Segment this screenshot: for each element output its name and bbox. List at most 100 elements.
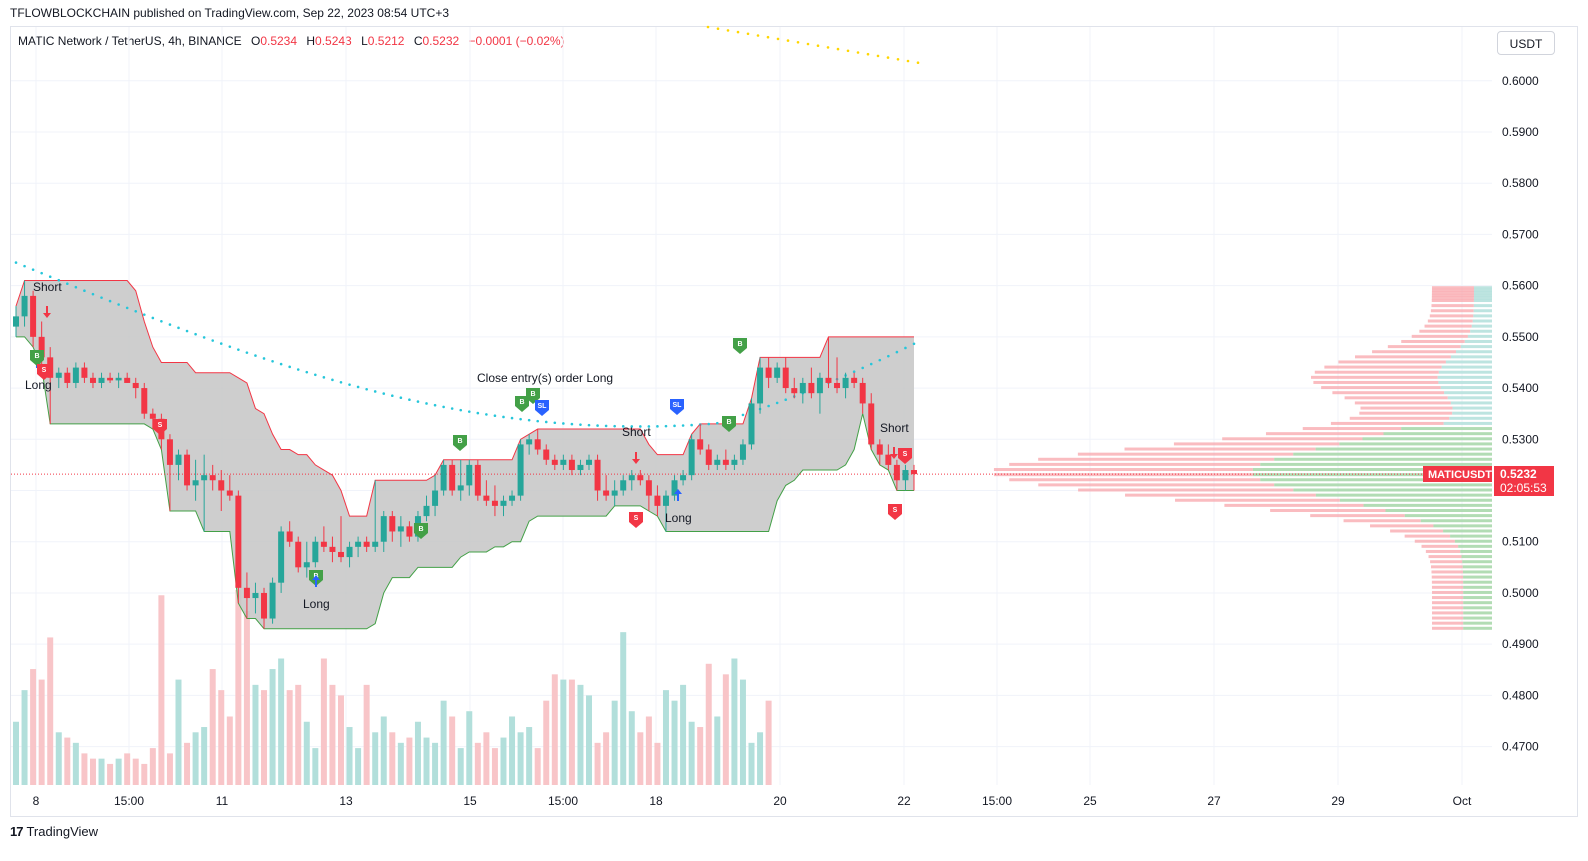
trend-dot [570,422,574,426]
profile-bar-buy [1461,555,1492,559]
profile-bar-buy [1467,334,1492,338]
trend-dot [40,271,43,275]
candle-body [432,490,439,506]
time-tick-label: 18 [649,794,663,808]
trend-dot [142,313,146,316]
long-arrow-icon [312,575,320,587]
buy-marker-icon-letter: B [519,399,524,406]
profile-bar-buy [1456,350,1492,354]
profile-bar-buy [1473,296,1492,300]
profile-bar-sell [1078,488,1294,492]
sell-marker-icon-shape [898,448,912,464]
candle-body [662,495,669,506]
trend-dot [775,401,779,405]
trade-markers: BSSBBBBBSLSSLBBSS [30,306,912,587]
profile-bar-sell [1431,293,1474,297]
trend-dot [117,303,120,306]
candle-body [748,403,755,445]
trend-dot [433,403,437,407]
volume-bar [414,721,421,785]
volume-bar [30,669,37,785]
time-axis[interactable]: 8 15:00 11 13 15 15:00 18 20 22 15:00 25 27 29 Oct [33,794,1472,808]
trend-dot [202,336,206,339]
buy-marker-icon-shape [733,338,747,354]
sell-marker-icon: S [153,419,167,435]
price-tick-label: 0.5900 [1502,125,1539,139]
volume-bar [586,695,593,785]
volume-bar [697,727,704,785]
volume-bar [432,742,439,785]
candle-body [218,480,225,491]
sell-marker-icon-shape [153,419,167,435]
candle-body [201,475,208,481]
candle-body [859,382,866,404]
candle-body [184,454,191,486]
candle-body [603,490,610,496]
volume-bar [722,674,729,785]
profile-bar-sell [1430,565,1463,569]
stop-loss-marker-icon-letter: SL [538,403,548,410]
candle-body [774,367,781,378]
profile-bar-buy [1252,473,1492,477]
candle-body [534,439,541,450]
currency-button[interactable]: USDT [1497,31,1555,55]
trend-dot [553,421,557,425]
price-tick-label: 0.5600 [1502,279,1539,293]
profile-bar-sell [1419,329,1471,333]
long-arrow-icon [674,489,682,501]
volume-bar [192,732,199,785]
trend-dot-yellow [866,52,870,56]
profile-bar-buy [1463,616,1492,620]
candle-body [611,490,618,496]
profile-bar-buy [1443,421,1492,425]
trend-dot [279,362,283,366]
profile-bar-buy [1473,299,1492,303]
candle-body [166,439,173,465]
trend-dot [408,398,411,401]
trend-dot [741,413,745,417]
channel-lower-line [16,336,914,630]
trend-dot [621,425,625,428]
low-label: L [361,34,368,48]
profile-bar-sell [1354,401,1451,405]
volume-bar [166,753,173,785]
trend-dot-yellow [736,30,740,34]
buy-marker-icon-letter: B [34,353,39,360]
candle-body [406,526,413,537]
trend-dot [48,275,52,278]
profile-bar-buy [1460,549,1492,553]
trend-dot [613,424,616,428]
trend-dot [587,423,591,427]
profile-bar-sell [1431,288,1474,292]
candle-body [226,490,233,496]
trade-annotations: Short Long Long Close entry(s) order Lon… [25,280,909,611]
profile-bar-buy [1450,355,1492,359]
candle-body [372,541,379,547]
trend-dot [869,362,873,366]
trend-dot [14,261,18,264]
volume-bar [543,700,550,785]
annotation-long-2: Long [303,597,330,611]
volume-bar [757,732,764,785]
volume-bar [534,748,541,785]
trend-dot [91,292,95,296]
trend-dot [219,342,223,345]
profile-bar-sell [1429,314,1474,318]
time-tick-label: 27 [1207,794,1221,808]
candle-body [500,500,507,506]
trend-dot [339,380,343,384]
profile-bar-buy [1463,611,1492,615]
profile-bar-sell [1432,626,1464,630]
candle-body [192,480,199,486]
trend-dot-yellow [726,29,730,32]
volume-bar [312,748,319,785]
price-tick-label: 0.4800 [1502,688,1539,702]
sell-marker-icon-shape [37,364,51,380]
trend-dot [288,365,291,369]
candle-body [124,377,131,383]
profile-bar-buy [1438,370,1492,374]
trend-dot [596,424,599,427]
price-axis[interactable]: 0.6000 0.5900 0.5800 0.5700 0.5600 0.5500 0.54… [1502,74,1539,754]
close-value: 0.5232 [422,34,460,48]
